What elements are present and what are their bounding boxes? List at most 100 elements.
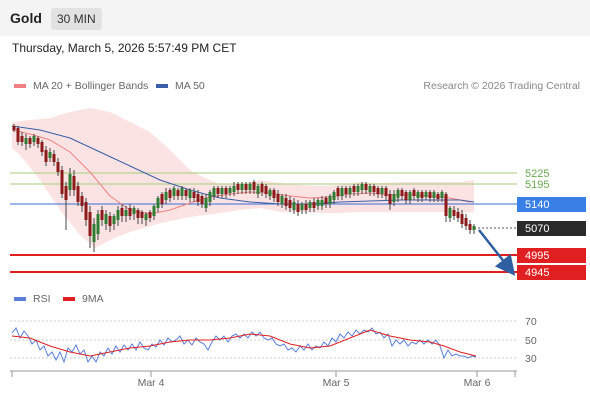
- candle: [68, 174, 72, 190]
- candle: [372, 186, 376, 192]
- candle: [204, 198, 208, 208]
- chart-datetime: Thursday, March 5, 2026 5:57:49 PM CET: [12, 41, 237, 55]
- candle: [272, 190, 276, 198]
- candle: [80, 196, 84, 206]
- current-price-tag-text: 5070: [525, 223, 549, 235]
- candle: [224, 188, 228, 194]
- forecast-arrow: [478, 229, 516, 276]
- candle: [176, 190, 180, 196]
- candle: [260, 184, 264, 192]
- candle: [424, 192, 428, 197]
- candle: [64, 186, 68, 200]
- chart-header: Gold 30 MIN: [0, 0, 590, 36]
- x-label-mar5: Mar 5: [323, 377, 350, 389]
- candle: [244, 184, 248, 190]
- candle: [264, 186, 268, 194]
- candle: [212, 188, 216, 196]
- candle: [344, 188, 348, 194]
- legend-ma20: MA 20 + Bollinger Bands: [14, 80, 148, 92]
- rsi-tick-50: 50: [525, 335, 537, 347]
- pivot-tag-text: 5140: [525, 199, 549, 211]
- candle: [336, 188, 340, 196]
- support2-tag: [517, 265, 586, 280]
- candle: [48, 152, 52, 158]
- candle: [40, 142, 44, 152]
- candle: [116, 210, 120, 220]
- candle: [320, 200, 324, 206]
- candle: [308, 202, 312, 208]
- candle: [432, 192, 436, 198]
- candle: [392, 194, 396, 202]
- candle: [104, 214, 108, 224]
- research-credit: Research © 2026 Trading Central: [423, 80, 580, 92]
- candle: [300, 204, 304, 210]
- candle: [16, 128, 20, 142]
- candle: [184, 190, 188, 196]
- candle: [196, 194, 200, 202]
- candle: [20, 136, 24, 142]
- candle: [236, 184, 240, 190]
- rsi-legend-label: RSI: [33, 293, 51, 305]
- candle: [460, 214, 464, 224]
- candle: [84, 202, 88, 220]
- candle: [148, 212, 152, 218]
- candle: [444, 194, 448, 216]
- current-price-tag: [517, 221, 586, 236]
- candle: [420, 192, 424, 198]
- candle: [252, 182, 256, 190]
- candle: [240, 184, 244, 190]
- candle: [124, 210, 128, 216]
- candle: [216, 188, 220, 194]
- candle: [200, 196, 204, 204]
- candle: [384, 188, 388, 196]
- candles: [12, 124, 476, 252]
- rsi-line: [11, 327, 477, 364]
- candle: [144, 214, 148, 220]
- x-label-mar4: Mar 4: [138, 377, 165, 389]
- candle: [456, 212, 460, 218]
- candle: [44, 150, 48, 162]
- candle: [36, 138, 40, 144]
- candle: [32, 136, 36, 142]
- candle: [128, 208, 132, 216]
- candle: [248, 184, 252, 190]
- candle: [328, 196, 332, 204]
- level-text-5225: 5225: [525, 168, 549, 180]
- candle: [140, 212, 144, 218]
- candle: [408, 192, 412, 200]
- candle: [296, 204, 300, 212]
- candle: [152, 206, 156, 216]
- legend-ma50-label: MA 50: [175, 80, 205, 92]
- candle: [284, 198, 288, 206]
- candle: [112, 216, 116, 224]
- candle: [376, 188, 380, 194]
- candle: [172, 188, 176, 196]
- ma50-swatch: [156, 84, 168, 88]
- ma9-swatch: [63, 297, 75, 301]
- candle: [188, 190, 192, 198]
- candle: [192, 192, 196, 198]
- candle: [380, 188, 384, 194]
- candle: [452, 210, 456, 216]
- candle: [72, 176, 76, 190]
- pivot-tag: [517, 197, 586, 212]
- candle: [100, 210, 104, 220]
- candle: [24, 138, 28, 144]
- rsi-swatch: [14, 297, 26, 301]
- candle: [416, 192, 420, 198]
- candle: [412, 190, 416, 196]
- timeframe-badge[interactable]: 30 MIN: [51, 8, 102, 30]
- support1-tag-text: 4995: [525, 250, 549, 262]
- candle: [340, 188, 344, 196]
- candle: [364, 184, 368, 190]
- candle: [400, 190, 404, 196]
- candle: [428, 192, 432, 198]
- candle: [256, 186, 260, 194]
- candle: [388, 194, 392, 204]
- candle: [268, 190, 272, 196]
- candle: [448, 208, 452, 218]
- support1-tag: [517, 248, 586, 263]
- candle: [352, 186, 356, 192]
- candle: [208, 192, 212, 202]
- bollinger-band: [12, 108, 474, 248]
